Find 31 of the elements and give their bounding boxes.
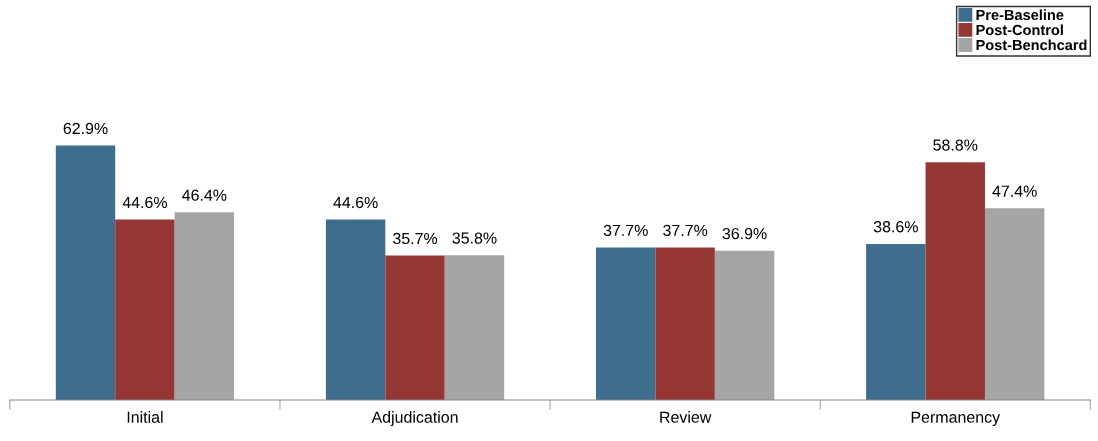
- data-label: 62.9%: [63, 122, 108, 135]
- bar: [984, 208, 1045, 400]
- data-label: 44.6%: [333, 196, 378, 209]
- data-label: 46.4%: [182, 189, 227, 201]
- data-label: 35.7%: [393, 232, 438, 245]
- data-label: 37.7%: [603, 224, 648, 237]
- bar: [55, 145, 116, 400]
- data-label: 36.9%: [722, 227, 767, 240]
- legend-label: Pre-Baseline: [976, 9, 1064, 21]
- legend-label: Post-Benchcard: [976, 39, 1087, 51]
- legend-label: Post-Control: [976, 24, 1063, 36]
- bar: [444, 255, 505, 400]
- bar: [174, 212, 235, 400]
- data-label: 47.4%: [992, 185, 1037, 197]
- bar: [385, 255, 445, 400]
- data-label: 35.8%: [452, 232, 497, 244]
- bar: [596, 247, 656, 400]
- bar: [655, 247, 715, 400]
- bar: [325, 219, 386, 400]
- data-label: 38.6%: [873, 221, 918, 233]
- data-label: 44.6%: [122, 196, 168, 209]
- bar: [866, 243, 926, 400]
- bar: [925, 162, 985, 400]
- x-tick-label: Permanency: [911, 411, 1001, 426]
- x-tick-label: Initial: [127, 411, 163, 423]
- data-label: 37.7%: [663, 224, 708, 237]
- data-label: 58.8%: [933, 139, 978, 151]
- bar: [714, 250, 775, 400]
- bar: [115, 219, 175, 400]
- x-tick-label: Review: [660, 411, 712, 423]
- x-tick-label: Adjudication: [371, 411, 458, 426]
